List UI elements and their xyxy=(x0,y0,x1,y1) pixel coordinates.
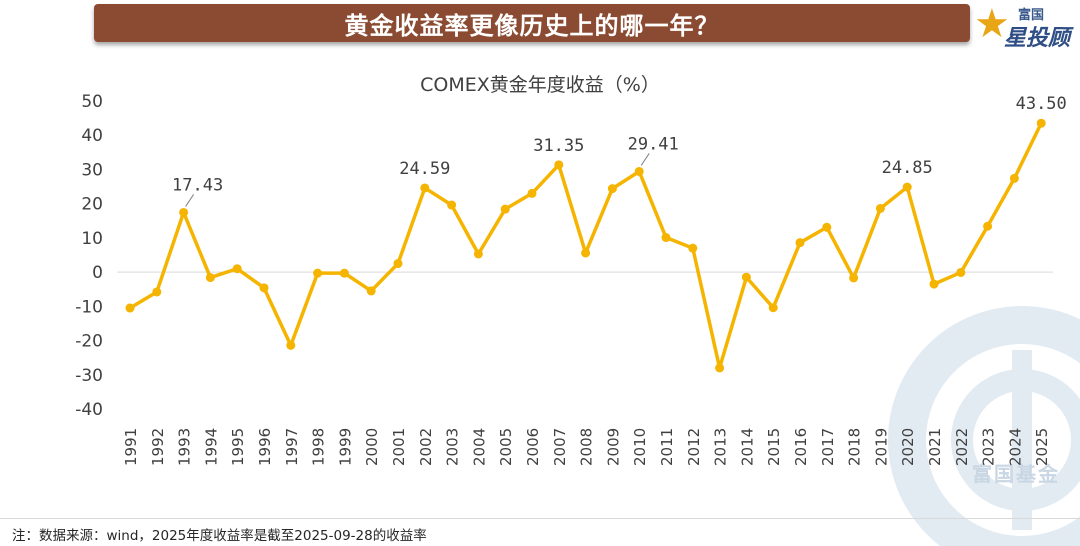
data-point xyxy=(607,184,617,194)
x-tick-label: 2002 xyxy=(417,428,435,466)
data-point xyxy=(1036,118,1046,128)
x-tick-label: 2005 xyxy=(497,428,515,466)
x-tick-label: 2009 xyxy=(604,428,622,466)
x-tick-label: 2020 xyxy=(899,428,917,466)
x-tick-label: 1991 xyxy=(122,428,140,466)
data-point xyxy=(393,259,403,269)
y-tick-label: 20 xyxy=(81,195,103,215)
star-icon: ★ xyxy=(974,1,1010,47)
x-tick-label: 2016 xyxy=(792,428,810,466)
logo-line2: 星投顾 xyxy=(1004,26,1071,51)
y-tick-label: -10 xyxy=(75,297,103,317)
data-point xyxy=(179,207,189,217)
data-point xyxy=(286,340,296,350)
annotation-leader xyxy=(640,153,650,166)
y-tick-label: 30 xyxy=(81,160,103,180)
y-tick-label: 40 xyxy=(81,126,103,146)
data-point xyxy=(849,273,859,283)
x-tick-label: 2000 xyxy=(363,428,381,466)
x-tick-label: 2008 xyxy=(578,428,596,466)
footnote: 注：数据来源：wind，2025年度收益率是截至2025-09-28的收益率 xyxy=(12,528,427,544)
y-tick-label: -40 xyxy=(75,400,103,420)
data-point xyxy=(420,183,430,193)
x-tick-label: 2011 xyxy=(658,428,676,466)
x-tick-label: 1993 xyxy=(176,428,194,466)
data-label: 31.35 xyxy=(533,136,584,156)
x-tick-label: 1999 xyxy=(336,428,354,466)
chart-title: COMEX黄金年度收益（%） xyxy=(420,74,660,96)
x-tick-label: 1996 xyxy=(256,428,274,466)
x-tick-label: 2001 xyxy=(390,428,408,466)
x-tick-label: 1998 xyxy=(310,428,328,466)
data-point xyxy=(795,238,805,248)
data-point xyxy=(822,222,832,232)
data-point xyxy=(768,303,778,313)
x-tick-label: 1992 xyxy=(149,428,167,466)
data-point xyxy=(902,182,912,192)
watermark-text: 富国基金 xyxy=(972,462,1060,486)
x-tick-label: 1995 xyxy=(229,428,247,466)
data-label: 29.41 xyxy=(628,134,679,154)
data-point xyxy=(125,303,135,313)
data-point xyxy=(473,249,483,259)
x-tick-label: 2019 xyxy=(872,428,890,466)
data-point xyxy=(527,188,537,198)
data-point xyxy=(688,243,698,253)
y-tick-label: -20 xyxy=(75,332,103,352)
data-point xyxy=(741,272,751,282)
data-point xyxy=(1009,173,1019,183)
x-tick-label: 2003 xyxy=(444,428,462,466)
y-tick-label: 10 xyxy=(81,229,103,249)
divider xyxy=(0,518,1080,519)
data-point xyxy=(929,279,939,289)
x-tick-label: 1997 xyxy=(283,428,301,466)
x-tick-label: 2014 xyxy=(738,428,756,466)
data-point xyxy=(152,287,162,297)
y-tick-label: -30 xyxy=(75,366,103,386)
x-tick-label: 1994 xyxy=(202,428,220,466)
data-point xyxy=(339,268,349,278)
x-tick-label: 2007 xyxy=(551,428,569,466)
watermark-emblem xyxy=(888,306,1080,546)
data-point xyxy=(259,283,269,293)
data-point xyxy=(983,221,993,231)
data-point xyxy=(956,267,966,277)
banner-title: 黄金收益率更像历史上的哪一年？ xyxy=(94,4,970,42)
data-point xyxy=(232,264,242,274)
x-tick-label: 2004 xyxy=(470,428,488,466)
annotation-leader xyxy=(185,194,195,207)
x-tick-label: 2023 xyxy=(980,428,998,466)
x-tick-label: 2021 xyxy=(926,428,944,466)
data-label: 43.50 xyxy=(1016,94,1067,114)
data-point xyxy=(581,248,591,258)
data-point xyxy=(500,204,510,214)
data-label: 17.43 xyxy=(172,175,223,195)
x-tick-label: 2012 xyxy=(685,428,703,466)
x-tick-label: 2024 xyxy=(1006,428,1024,466)
x-tick-label: 2010 xyxy=(631,428,649,466)
x-tick-label: 2018 xyxy=(846,428,864,466)
logo-line1: 富国 xyxy=(1018,8,1045,23)
brand-logo: ★ 富国 星投顾 xyxy=(974,1,1078,51)
x-tick-label: 2015 xyxy=(765,428,783,466)
y-tick-label: 50 xyxy=(81,92,103,112)
data-point xyxy=(634,166,644,176)
data-point xyxy=(313,268,323,278)
data-label: 24.85 xyxy=(882,158,933,178)
x-tick-label: 2013 xyxy=(712,428,730,466)
data-point xyxy=(661,233,671,243)
x-tick-label: 2022 xyxy=(953,428,971,466)
y-tick-label: 0 xyxy=(92,263,103,283)
x-tick-label: 2006 xyxy=(524,428,542,466)
x-tick-label: 2017 xyxy=(819,428,837,466)
data-point xyxy=(366,286,376,296)
x-tick-label: 2025 xyxy=(1033,428,1051,466)
data-point xyxy=(875,203,885,213)
data-point xyxy=(554,160,564,170)
data-point xyxy=(447,200,457,210)
data-point xyxy=(205,273,215,283)
data-point xyxy=(715,363,725,373)
data-label: 24.59 xyxy=(399,159,450,179)
